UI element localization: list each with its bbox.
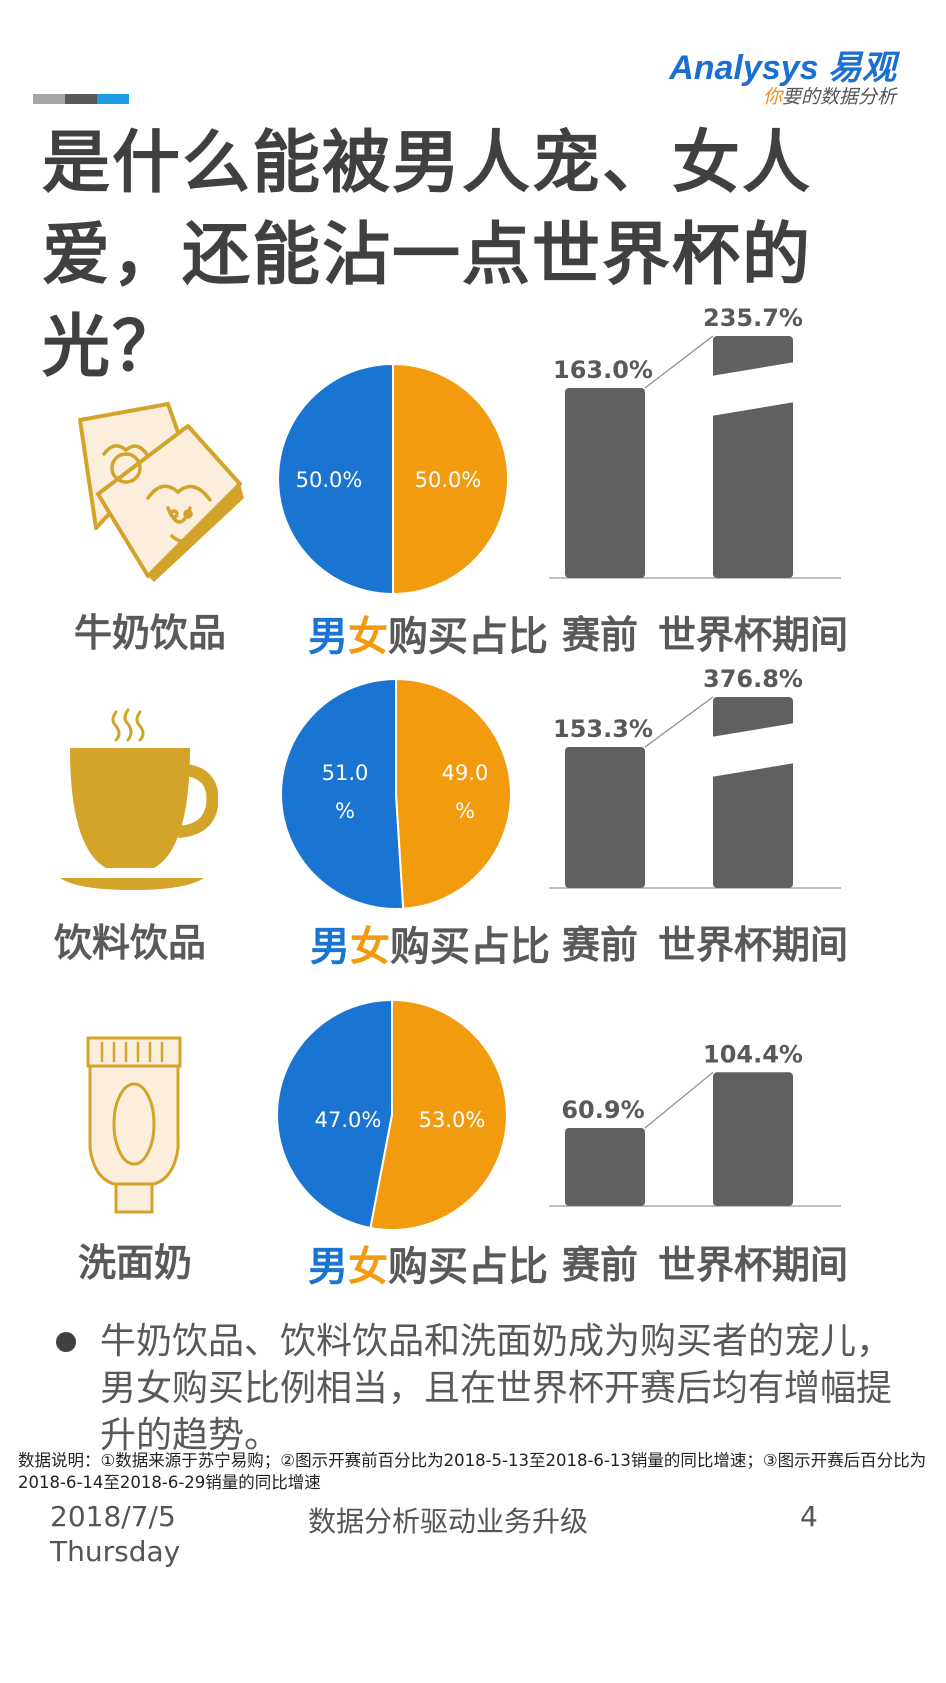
pie-label-female: 50.0% <box>415 468 482 492</box>
bar-label-during: 世界杯期间 <box>658 1243 849 1287</box>
page-title: 是什么能被男人宠、女人爱，还能沾一点世界杯的光？ <box>42 124 813 387</box>
gender-share-label: 男女购买占比 <box>310 924 550 970</box>
value-label-before: 163.0% <box>553 356 653 384</box>
bar-connector <box>644 1071 714 1129</box>
pie-label-female: 53.0% <box>419 1108 486 1132</box>
bar-before <box>565 388 645 578</box>
bar-label-during: 世界杯期间 <box>658 613 849 657</box>
value-label-before: 60.9% <box>561 1096 644 1124</box>
bar-connector <box>644 696 714 748</box>
footer-date: 2018/7/5 <box>50 1500 176 1533</box>
pie-slices <box>277 362 509 596</box>
bar-chart-milk: 163.0% 235.7% <box>549 304 841 579</box>
pie-label-male: 51.0% <box>322 761 369 823</box>
cleanser-tube-icon <box>86 1036 182 1214</box>
pie-slice-female <box>395 677 512 910</box>
bar-label-during: 世界杯期间 <box>658 923 849 967</box>
summary-text: 牛奶饮品、饮料饮品和洗面奶成为购买者的宠儿，男女购买比例相当，且在世界杯开赛后均… <box>100 1321 893 1456</box>
coffee-cup-icon <box>60 708 218 890</box>
pie-slice-female <box>392 362 509 596</box>
bar-connector <box>644 335 714 389</box>
axis-break-mark <box>711 723 795 777</box>
footer-center: 数据分析驱动业务升级 <box>308 1505 589 1538</box>
pie-slice-male <box>276 998 393 1230</box>
value-label-during: 235.7% <box>703 304 803 332</box>
bar-before <box>565 1128 645 1206</box>
pie-slices <box>276 998 508 1231</box>
value-label-before: 153.3% <box>553 715 653 743</box>
gender-share-label: 男女购买占比 <box>308 1244 548 1290</box>
bar-chart-beverage: 153.3% 376.8% <box>549 665 841 889</box>
logo: Analysys 易观 <box>669 49 896 87</box>
category-label: 洗面奶 <box>77 1241 192 1285</box>
pie-slice-male <box>277 362 394 596</box>
bar-during <box>713 1072 793 1206</box>
footer-weekday: Thursday <box>50 1535 181 1568</box>
bar-before <box>565 747 645 888</box>
logo-tagline: 你要的数据分析 <box>762 87 896 108</box>
data-note: 数据说明：①数据来源于苏宁易购；②图示开赛前百分比为2018-5-13至2018… <box>18 1451 927 1492</box>
footer-page-number: 4 <box>800 1500 818 1533</box>
axis-break-mark <box>711 362 795 416</box>
pie-chart-beverage: 51.0% 49.0% <box>280 677 512 910</box>
value-label-during: 104.4% <box>703 1040 803 1068</box>
bullet-dot-icon <box>56 1332 76 1352</box>
category-label: 饮料饮品 <box>53 921 206 965</box>
value-label-during: 376.8% <box>703 665 803 693</box>
header-accent-bars <box>33 94 129 113</box>
pie-chart-cleanser: 47.0% 53.0% <box>276 998 508 1231</box>
pie-label-female: 49.0% <box>442 761 489 823</box>
pie-label-male: 50.0% <box>296 468 363 492</box>
bar-label-before: 赛前 <box>562 613 639 657</box>
milk-box-icon <box>78 402 244 582</box>
bar-label-before: 赛前 <box>562 923 639 967</box>
pie-slice-male <box>280 677 405 910</box>
pie-slices <box>280 677 512 910</box>
pie-label-male: 47.0% <box>315 1108 382 1132</box>
pie-slice-female <box>369 998 508 1231</box>
gender-share-label: 男女购买占比 <box>308 614 548 660</box>
summary-bullet: 牛奶饮品、饮料饮品和洗面奶成为购买者的宠儿，男女购买比例相当，且在世界杯开赛后均… <box>56 1318 906 1459</box>
bar-chart-cleanser: 60.9% 104.4% <box>549 1040 841 1207</box>
category-label: 牛奶饮品 <box>73 611 226 655</box>
bar-label-before: 赛前 <box>562 1243 639 1287</box>
pie-chart-milk: 50.0% 50.0% <box>277 362 509 596</box>
